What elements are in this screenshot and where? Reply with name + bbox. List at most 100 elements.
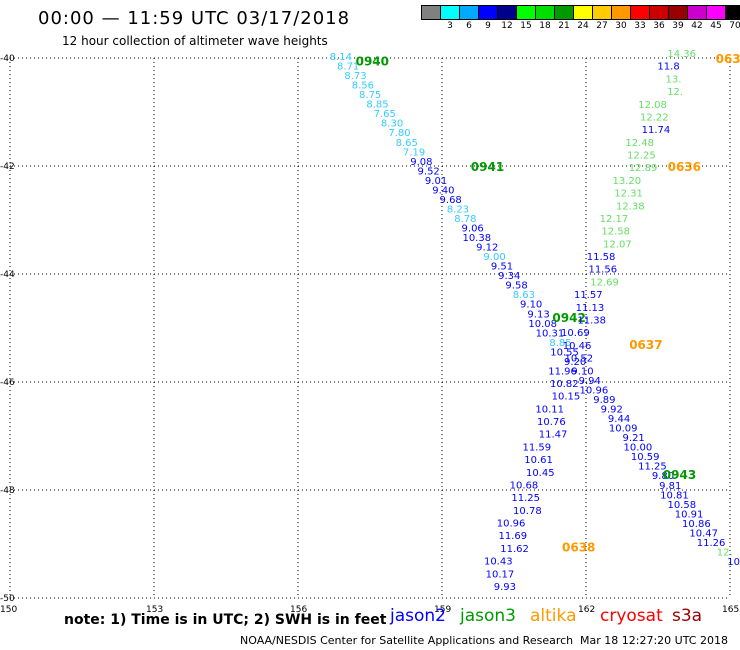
lat-tick-label: -40 (0, 54, 15, 64)
lon-tick-label: 156 (290, 605, 307, 615)
swh-value-label: 9.81 (659, 481, 681, 492)
swh-value-label: 9.01 (425, 176, 447, 187)
scale-label: 24 (577, 21, 589, 31)
swh-value-label: 9.34 (498, 271, 520, 282)
lon-tick-label: 150 (0, 605, 17, 615)
color-scale (421, 5, 740, 20)
swh-value-label: 11.47 (539, 430, 568, 441)
swh-value-label: 8.23 (447, 205, 469, 216)
swh-value-label: 10.11 (535, 404, 564, 415)
swh-value-label: 10 (727, 557, 740, 568)
swh-value-label: 9.12 (476, 243, 498, 254)
lon-tick-label: 153 (146, 605, 163, 615)
swh-value-label: 9.13 (527, 309, 549, 320)
scale-label: 6 (466, 21, 472, 31)
swh-value-label: 8.73 (344, 71, 366, 82)
credit-timestamp: Mar 18 12:27:20 UTC 2018 (580, 634, 728, 647)
swh-value-label: 10.61 (524, 455, 553, 466)
swh-value-label: 10.96 (580, 386, 609, 397)
swh-value-label: 11.26 (697, 538, 726, 549)
scale-label: 15 (520, 21, 532, 31)
lat-tick-label: -50 (0, 594, 15, 604)
scale-swatch (725, 5, 740, 20)
swh-value-label: 9.44 (608, 414, 630, 425)
scale-label: 9 (485, 21, 491, 31)
swh-value-label: 10.58 (667, 500, 696, 511)
swh-value-label: 12.08 (638, 100, 667, 111)
swh-value-label: 10.15 (552, 392, 581, 403)
swh-value-label: 10.47 (689, 528, 718, 539)
swh-value-label: 12.07 (603, 239, 632, 250)
swh-value-label: 10.68 (510, 481, 539, 492)
swh-value-label: 8.85 (549, 338, 571, 349)
swh-value-label: 10.45 (526, 468, 555, 479)
page-title: 00:00 — 11:59 UTC 03/17/2018 (38, 8, 351, 29)
scale-label: 3 (447, 21, 453, 31)
track-time-label: 0638 (562, 541, 595, 555)
page-subtitle: 12 hour collection of altimeter wave hei… (62, 34, 328, 48)
swh-value-label: 10.78 (513, 506, 542, 517)
scale-label: 27 (596, 21, 608, 31)
swh-value-label: 10.08 (528, 319, 557, 330)
lat-lon-grid (9, 57, 731, 599)
swh-value-label: 12.89 (629, 163, 658, 174)
swh-value-label: 9.00 (483, 252, 505, 263)
swh-value-label: 10.69 (561, 328, 590, 339)
track-time-label: 0635 (716, 52, 740, 66)
lat-tick-label: -46 (0, 378, 15, 388)
swh-value-label: 8.78 (454, 214, 476, 225)
swh-value-label: 10.43 (484, 557, 513, 568)
swh-value-label: 11.69 (498, 531, 527, 542)
scale-label: 45 (710, 21, 722, 31)
swh-value-label: 9.52 (418, 166, 440, 177)
swh-value-label: 8.85 (366, 100, 388, 111)
legend-s3a: s3a (672, 606, 703, 626)
lat-tick-label: -44 (0, 270, 15, 280)
swh-value-label: 11.59 (522, 442, 551, 453)
swh-value-label: 9.58 (505, 281, 527, 292)
swh-value-label: 12.17 (600, 214, 629, 225)
swh-value-label: 9.08 (410, 157, 432, 168)
scale-label: 33 (634, 21, 646, 31)
track-time-label: 0943 (663, 468, 696, 482)
swh-value-label: 11.8 (657, 62, 679, 73)
swh-value-label: 12.69 (590, 277, 619, 288)
swh-value-label: 11.25 (638, 462, 667, 473)
scale-label: 70 (729, 21, 740, 31)
swh-value-label: 11.96 (548, 366, 577, 377)
swh-value-label: 10.82 (550, 379, 579, 390)
track-time-label: 0636 (668, 160, 701, 174)
track-time-label: 0942 (552, 311, 585, 325)
swh-value-label: 11.57 (574, 290, 603, 301)
lon-tick-label: 165 (722, 605, 739, 615)
swh-value-label: 12. (667, 87, 683, 98)
swh-value-label: 10.96 (497, 519, 526, 530)
lat-tick-label: -42 (0, 162, 15, 172)
track-time-label: 0637 (629, 338, 662, 352)
swh-value-label: 8.65 (396, 138, 418, 149)
swh-value-label: 9.20 (564, 357, 586, 368)
swh-value-label: 10.52 (564, 354, 593, 365)
swh-value-label: 7.65 (374, 109, 396, 120)
swh-value-label: 9.93 (494, 582, 516, 593)
swh-value-label: 9.06 (462, 224, 484, 235)
scale-label: 39 (672, 21, 684, 31)
swh-value-label: 9.10 (520, 300, 542, 311)
swh-value-label: 11.58 (587, 252, 616, 263)
swh-value-label: 9.80 (652, 471, 674, 482)
scale-label: 36 (653, 21, 665, 31)
legend-jason2: jason2 (390, 606, 446, 626)
swh-value-label: 9.21 (623, 433, 645, 444)
scale-label: 18 (539, 21, 551, 31)
swh-value-label: 9.51 (491, 262, 513, 273)
swh-value-label: 13.20 (612, 176, 641, 187)
lat-tick-label: -48 (0, 486, 15, 496)
swh-value-label: 8.63 (513, 290, 535, 301)
swh-value-label: 11.74 (642, 125, 671, 136)
swh-value-label: 11.56 (588, 265, 617, 276)
swh-value-label: 10.31 (536, 328, 565, 339)
swh-value-label: 9.89 (593, 395, 615, 406)
track-time-label: 0940 (356, 55, 389, 69)
